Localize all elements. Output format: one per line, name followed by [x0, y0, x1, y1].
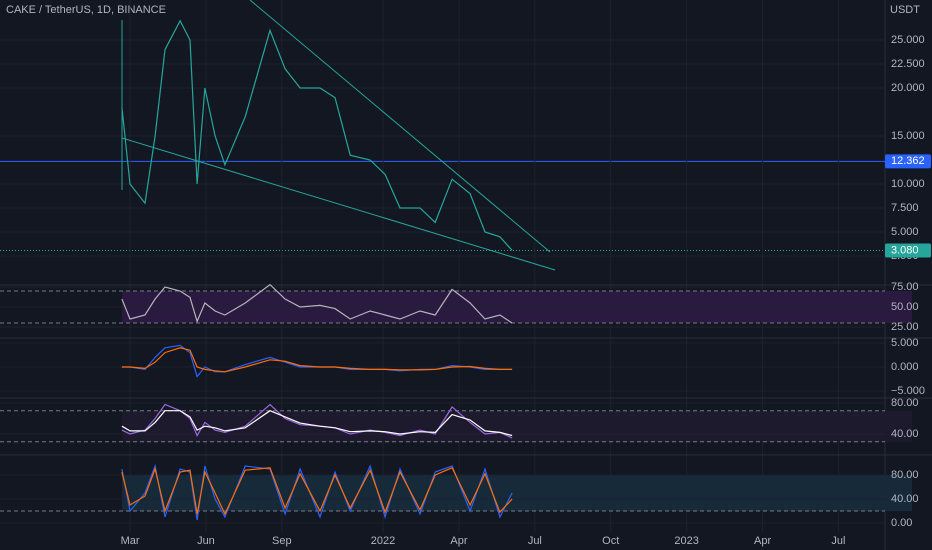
y-tick-label: 5.000 — [891, 226, 919, 238]
y-tick-label: 5.000 — [891, 337, 919, 349]
symbol-title: CAKE / TetherUS, 1D, BINANCE — [6, 4, 166, 16]
trend-line — [249, 0, 551, 253]
y-tick-label: 80.00 — [891, 397, 919, 409]
currency: USDT — [890, 4, 920, 16]
y-tick-label: 22.500 — [891, 58, 925, 70]
y-tick-label: 25.00 — [891, 321, 919, 333]
last-price-label: 3.080 — [891, 244, 919, 256]
x-tick-label: Mar — [121, 535, 140, 547]
x-tick-label: 2023 — [674, 535, 698, 547]
trend-line — [121, 137, 556, 271]
band — [121, 474, 913, 511]
series-line — [121, 347, 513, 373]
series-line — [121, 403, 513, 439]
x-tick-label: Apr — [754, 535, 771, 547]
series-line — [121, 283, 513, 324]
x-tick-label: Sep — [272, 535, 292, 547]
y-tick-label: 25.000 — [891, 34, 925, 46]
y-tick-label: 0.00 — [891, 517, 912, 529]
y-tick-label: 20.000 — [891, 82, 925, 94]
y-tick-label: 50.00 — [891, 301, 919, 313]
series-line — [121, 410, 513, 437]
y-tick-label: 10.000 — [891, 178, 925, 190]
x-tick-label: Apr — [450, 535, 467, 547]
y-tick-label: 40.00 — [891, 493, 919, 505]
x-tick-label: Oct — [602, 535, 619, 547]
price-tag — [885, 154, 931, 169]
series-line — [121, 466, 513, 516]
x-tick-label: Jul — [528, 535, 542, 547]
y-tick-label: 80.00 — [891, 469, 919, 481]
series-line — [121, 19, 513, 251]
y-tick-label: 0.000 — [891, 361, 919, 373]
price-label: 12.362 — [891, 155, 925, 167]
last-price-tag — [885, 243, 931, 258]
y-tick-label: −5.000 — [891, 385, 925, 397]
series-line — [121, 344, 513, 378]
band — [121, 410, 913, 442]
y-tick-label: 7.500 — [891, 202, 919, 214]
x-tick-label: Jun — [197, 535, 215, 547]
y-tick-label: 75.00 — [891, 281, 919, 293]
x-tick-label: Jul — [831, 535, 845, 547]
x-tick-label: 2022 — [371, 535, 395, 547]
y-tick-label: 40.00 — [891, 428, 919, 440]
y-tick-label: 15.000 — [891, 130, 925, 142]
